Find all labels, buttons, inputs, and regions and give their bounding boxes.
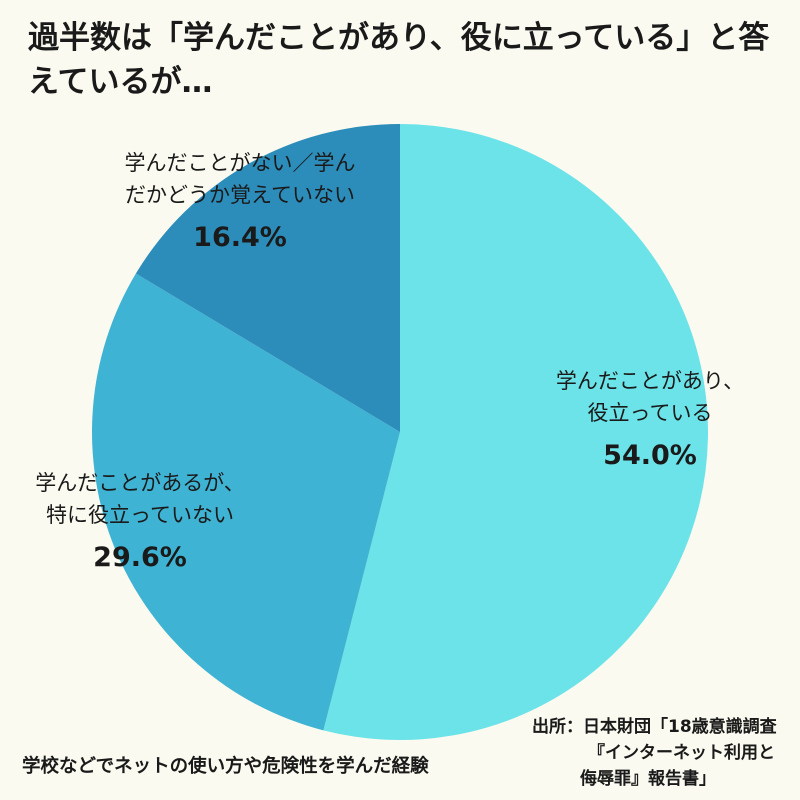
- slice-learned-helpful: [323, 124, 709, 741]
- slice-not-learned-value-label: 16.4%: [193, 222, 287, 253]
- source-line-1: 出所：日本財団「18歳意識調査: [532, 717, 777, 737]
- chart-caption: 学校などでネットの使い方や危険性を学んだ経験: [22, 756, 429, 777]
- slice-not-learned-label-line-1: 学んだことがない／学ん: [125, 151, 356, 175]
- chart-title: 過半数は「学んだことがあり、役に立っている」と答えているが…: [28, 20, 770, 100]
- source-line-3: 侮辱罪』報告書」: [580, 769, 716, 789]
- source-note: 出所：日本財団「18歳意識調査 『インターネット利用と 侮辱罪』報告書」: [532, 714, 777, 792]
- slice-learned-helpful-label-line-2: 役立っている: [588, 401, 713, 425]
- slice-learned-helpful-label-line-1: 学んだことがあり、: [556, 369, 744, 393]
- slice-learned-not-helpful-value-label: 29.6%: [93, 542, 187, 573]
- slice-learned-not-helpful: [91, 273, 400, 731]
- slice-learned-not-helpful-label-line-2: 特に役立っていない: [46, 503, 234, 527]
- source-line-2: 『インターネット利用と: [588, 743, 775, 763]
- slice-learned-helpful-value-label: 54.0%: [603, 440, 697, 471]
- slice-not-learned-label-line-2: だかどうか覚えていない: [125, 183, 355, 207]
- slice-learned-not-helpful-label-line-1: 学んだことがあるが、: [35, 471, 245, 495]
- slice-not-learned: [135, 124, 401, 432]
